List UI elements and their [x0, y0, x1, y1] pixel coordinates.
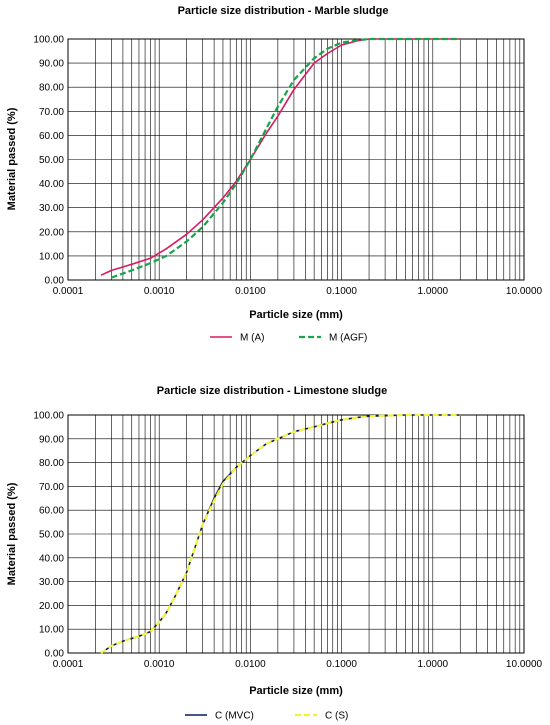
y-tick-label: 30.00: [39, 577, 64, 588]
y-tick-label: 10.00: [39, 625, 64, 636]
x-tick-label: 1.0000: [418, 659, 449, 670]
chart-title: Particle size distribution - Limestone s…: [157, 385, 387, 397]
chart-grid: [67, 38, 524, 281]
y-axis-label: Material passed (%): [6, 482, 18, 585]
series-line-1: [100, 413, 461, 654]
y-tick-label: 30.00: [39, 203, 64, 214]
y-tick-label: 40.00: [39, 179, 64, 190]
y-tick-label: 0.00: [45, 276, 65, 287]
y-tick-labels: 0.00 10.00 20.00 30.00 40.00 50.00 60.00 70.00 8…: [33, 411, 64, 660]
plot-area: [67, 414, 525, 654]
y-tick-label: 20.00: [39, 601, 64, 612]
y-tick-label: 100.00: [33, 411, 64, 422]
y-tick-label: 20.00: [39, 227, 64, 238]
x-tick-label: 0.0010: [144, 286, 175, 297]
legend-label: C (MVC): [215, 711, 254, 722]
legend: C (MVC) C (S): [185, 711, 348, 722]
legend-label: C (S): [325, 711, 348, 722]
y-tick-label: 70.00: [39, 107, 64, 118]
chart-title: Particle size distribution - Marble slud…: [178, 5, 389, 17]
y-tick-label: 0.00: [45, 649, 65, 660]
y-tick-label: 60.00: [39, 131, 64, 142]
y-tick-label: 70.00: [39, 482, 64, 493]
chart-marble-sludge: Particle size distribution - Marble slud…: [6, 5, 543, 344]
y-tick-label: 80.00: [39, 458, 64, 469]
x-tick-label: 10.0000: [506, 659, 543, 670]
y-axis-label: Material passed (%): [6, 107, 18, 210]
x-tick-labels: 0.0001 0.0010 0.0100 0.1000 1.0000 10.0000: [53, 659, 543, 670]
x-tick-label: 0.0001: [53, 286, 84, 297]
legend-label: M (A): [240, 333, 264, 344]
y-tick-label: 90.00: [39, 59, 64, 70]
series-lines: [100, 37, 461, 279]
x-axis-label: Particle size (mm): [249, 685, 343, 697]
series-lines: [100, 413, 461, 654]
chart-limestone-sludge: Particle size distribution - Limestone s…: [6, 385, 543, 722]
x-tick-label: 10.0000: [506, 286, 543, 297]
plot-area: [67, 38, 525, 281]
y-tick-labels: 0.00 10.00 20.00 30.00 40.00 50.00 60.00 70.00 8…: [33, 35, 64, 287]
x-axis-label: Particle size (mm): [249, 309, 343, 321]
x-tick-label: 1.0000: [418, 286, 449, 297]
x-tick-labels: 0.0001 0.0010 0.0100 0.1000 1.0000 10.0000: [53, 286, 543, 297]
y-tick-label: 90.00: [39, 434, 64, 445]
x-tick-label: 0.0100: [235, 286, 266, 297]
legend-label: M (AGF): [329, 333, 367, 344]
y-tick-label: 50.00: [39, 155, 64, 166]
y-tick-label: 80.00: [39, 83, 64, 94]
y-tick-label: 50.00: [39, 530, 64, 541]
x-tick-label: 0.0100: [235, 659, 266, 670]
y-tick-label: 40.00: [39, 553, 64, 564]
legend: M (A) M (AGF): [210, 333, 367, 344]
x-tick-label: 0.0010: [144, 659, 175, 670]
y-tick-label: 60.00: [39, 506, 64, 517]
chart-grid: [67, 414, 524, 654]
y-tick-label: 10.00: [39, 251, 64, 262]
x-tick-label: 0.0001: [53, 659, 84, 670]
series-line-1: [111, 37, 461, 279]
y-tick-label: 100.00: [33, 35, 64, 46]
x-tick-label: 0.1000: [326, 286, 357, 297]
x-tick-label: 0.1000: [326, 659, 357, 670]
